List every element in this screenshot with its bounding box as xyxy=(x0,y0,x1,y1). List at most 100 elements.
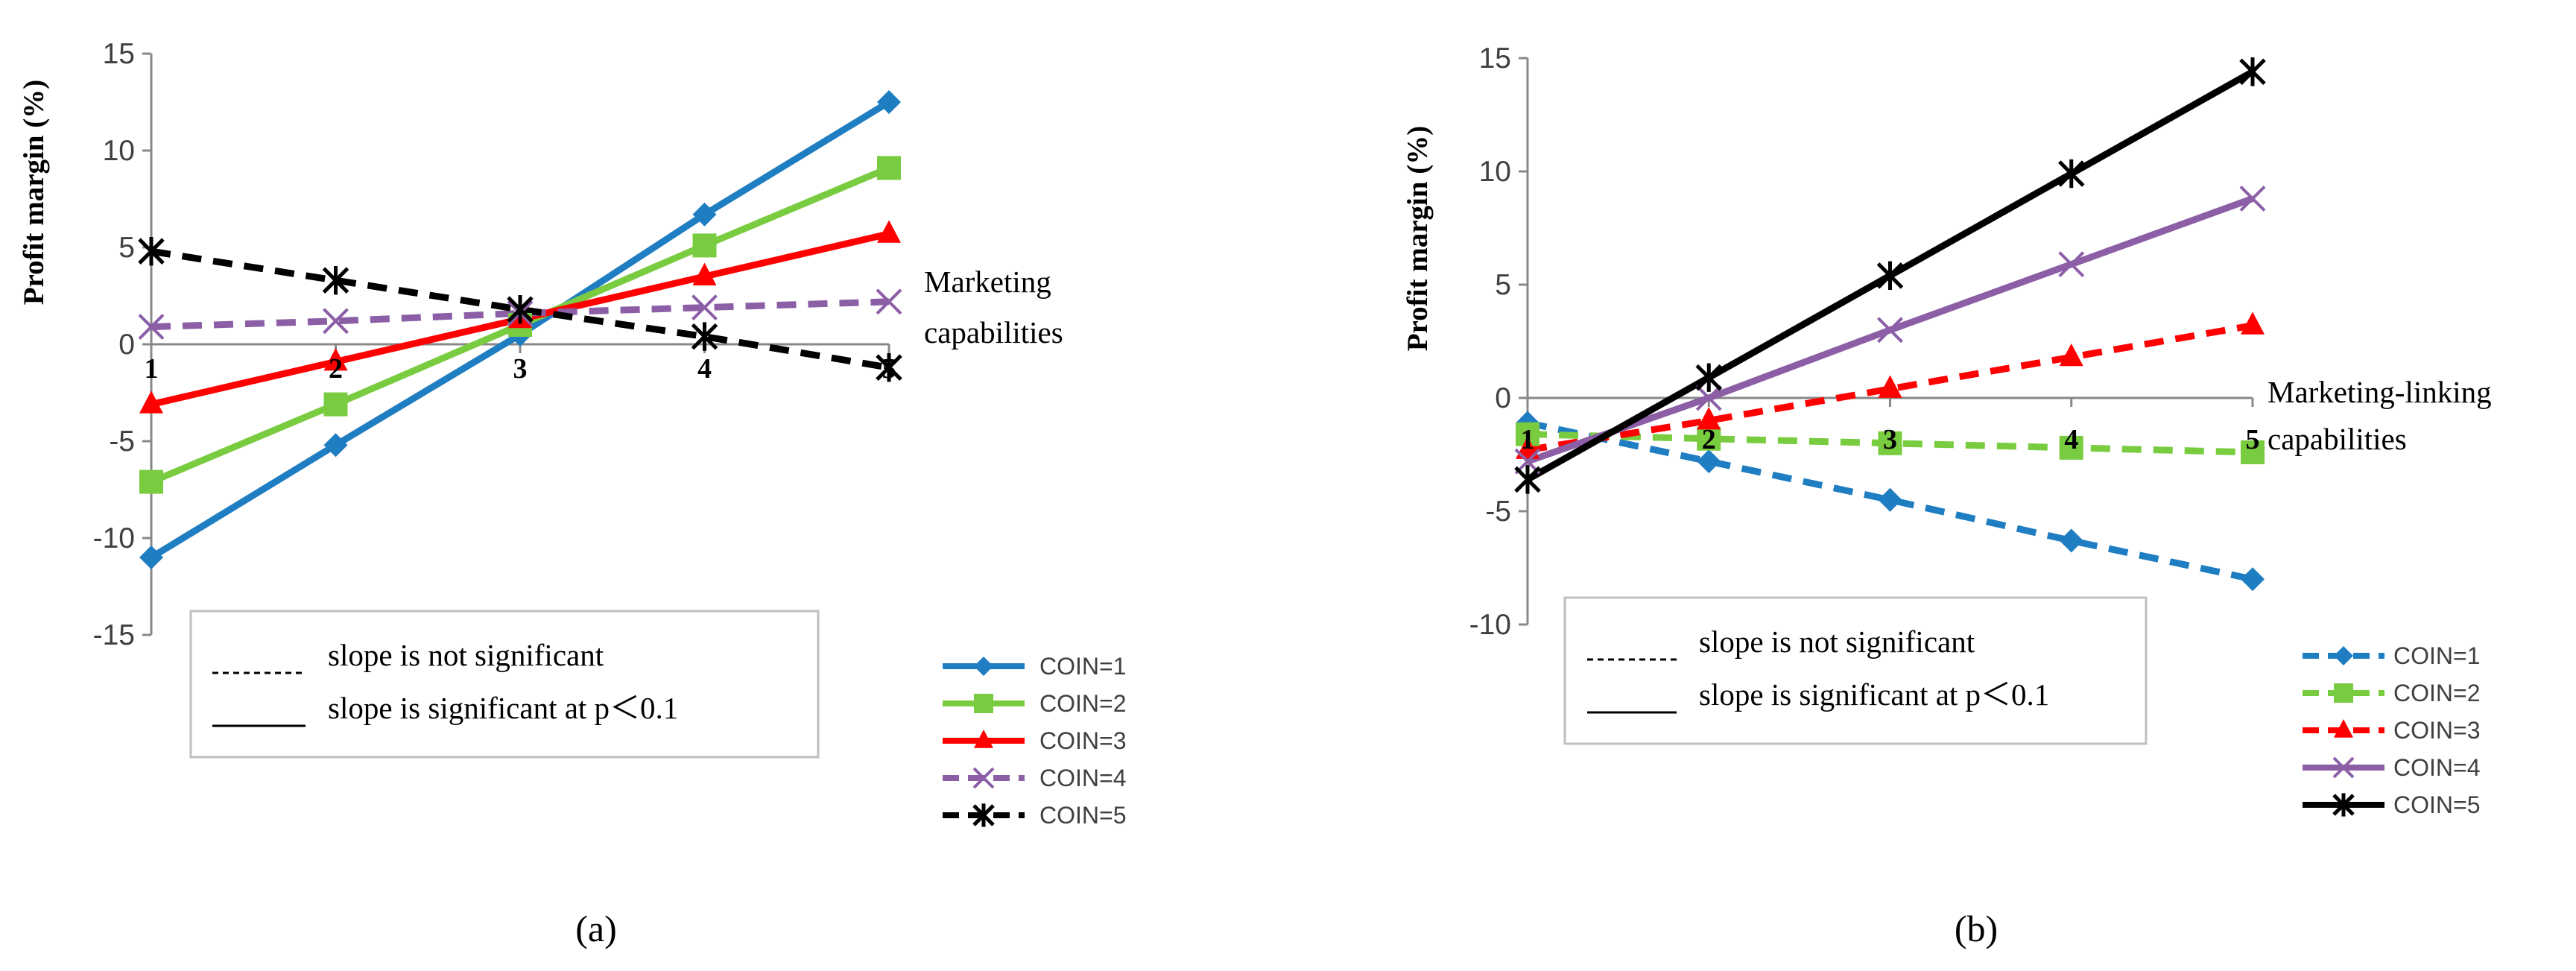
legend-marker xyxy=(974,694,993,713)
y-axis-label: Profit margin (%) xyxy=(1402,126,1434,352)
data-point xyxy=(2241,311,2265,335)
data-point xyxy=(139,390,163,414)
x-axis-label-line-2: capabilities xyxy=(924,315,1063,350)
data-point xyxy=(138,314,165,341)
significance-key: slope is not significant slope is signif… xyxy=(189,610,820,759)
data-point xyxy=(139,545,163,569)
x-tick-label: 3 xyxy=(513,353,528,385)
legend-marker xyxy=(2334,719,2353,738)
data-point xyxy=(2239,57,2266,86)
data-point xyxy=(323,348,348,371)
y-tick-label: 0 xyxy=(1495,382,1511,414)
legend-label: COIN=1 xyxy=(2393,642,2480,669)
y-axis-label: Profit margin (%) xyxy=(18,80,50,306)
legend-label: COIN=1 xyxy=(1039,653,1126,680)
data-point xyxy=(1878,375,1902,398)
data-point xyxy=(2059,343,2083,367)
x-tick-label: 1 xyxy=(1521,424,1535,455)
y-tick-label: 5 xyxy=(1495,269,1511,301)
legend-label: COIN=5 xyxy=(1039,802,1126,829)
panel-label: (a) xyxy=(575,908,617,949)
key-dashed-text: slope is not significant xyxy=(1699,624,1975,659)
data-point xyxy=(139,469,163,494)
data-point xyxy=(1878,487,1902,512)
data-point xyxy=(138,237,165,266)
legend-label: COIN=3 xyxy=(2393,717,2480,744)
x-tick-label: 2 xyxy=(329,353,343,385)
x-tick-label: 1 xyxy=(145,353,159,385)
x-tick-label: 4 xyxy=(2064,424,2078,455)
plot-area: 15 10 5 0 -5 -10 1 2 3 4 5 xyxy=(1469,42,2266,641)
y-tick-label: 10 xyxy=(103,135,135,167)
y-tick-label: 10 xyxy=(1479,156,1511,188)
legend-marker xyxy=(972,803,995,827)
data-point xyxy=(1878,431,1902,455)
data-point xyxy=(692,202,717,227)
data-point xyxy=(1876,261,1904,291)
data-point xyxy=(691,322,718,351)
data-point xyxy=(323,392,348,417)
x-tick-label: 5 xyxy=(2246,424,2260,455)
data-point xyxy=(2241,440,2265,464)
chart-b: Profit margin (%) Marketing-linking capa… xyxy=(1402,42,2492,949)
legend-label: COIN=4 xyxy=(1039,765,1126,791)
data-point xyxy=(2239,186,2266,212)
x-axis-label-line-1: Marketing-linking xyxy=(2268,375,2492,409)
y-tick-label: -15 xyxy=(93,619,135,651)
x-tick-label: 2 xyxy=(1702,424,1716,455)
key-solid-text: slope is significant at p＜0.1 xyxy=(328,691,678,725)
key-box xyxy=(1563,596,2148,745)
data-point xyxy=(1514,465,1541,494)
x-tick-label: 4 xyxy=(697,353,712,385)
plot-area: 15 10 5 0 -5 -10 -15 1 2 3 4 5 xyxy=(93,38,902,651)
y-tick-label: 15 xyxy=(1479,42,1511,75)
key-dashed-text: slope is not significant xyxy=(328,638,604,672)
data-point xyxy=(1877,317,1903,344)
legend-marker xyxy=(2332,793,2355,817)
legend-label: COIN=3 xyxy=(1039,727,1126,754)
data-point xyxy=(507,295,534,324)
data-point xyxy=(692,294,718,321)
y-tick-label: -10 xyxy=(1469,609,1511,641)
chart-a: Profit margin (%) Marketing capabilities… xyxy=(18,38,1126,949)
legend-label: COIN=5 xyxy=(2393,791,2480,818)
x-axis-label-line-1: Marketing xyxy=(924,265,1051,299)
data-point xyxy=(2241,567,2265,592)
legend-marker xyxy=(972,767,995,789)
significance-key: slope is not significant slope is signif… xyxy=(1563,596,2148,745)
y-tick-label: -10 xyxy=(93,522,135,554)
data-point xyxy=(877,220,901,243)
y-tick-label: 15 xyxy=(103,38,135,70)
y-tick-label: -5 xyxy=(1485,496,1511,528)
legend-label: COIN=2 xyxy=(1039,690,1126,717)
data-point xyxy=(1695,385,1722,411)
series-line xyxy=(1527,322,2253,454)
data-point xyxy=(1697,449,1721,474)
data-point xyxy=(877,156,901,180)
legend-marker xyxy=(974,730,993,748)
legend-label: COIN=4 xyxy=(2393,754,2480,781)
legend-label: COIN=2 xyxy=(2393,680,2480,706)
key-solid-text: slope is significant at p＜0.1 xyxy=(1699,677,2049,712)
data-point xyxy=(876,288,902,315)
legend: COIN=1 COIN=2 COIN=3 COIN=4 COIN=5 xyxy=(2303,642,2480,818)
data-point xyxy=(322,266,349,295)
x-tick-label: 5 xyxy=(882,353,896,385)
y-tick-label: -5 xyxy=(109,426,135,458)
data-point xyxy=(692,233,717,258)
data-point xyxy=(877,90,901,114)
data-point xyxy=(2057,159,2085,189)
key-box xyxy=(189,610,820,759)
y-tick-label: 0 xyxy=(118,329,135,361)
y-tick-label: 5 xyxy=(118,232,135,264)
data-point xyxy=(323,308,349,335)
data-point xyxy=(1695,363,1723,392)
x-axis-label-line-2: capabilities xyxy=(2268,422,2407,456)
data-point xyxy=(2059,528,2083,553)
legend: COIN=1 COIN=2 COIN=3 COIN=4 COIN=5 xyxy=(943,653,1126,829)
legend-marker xyxy=(2332,756,2355,779)
x-tick-label: 3 xyxy=(1883,424,1897,455)
legend-marker xyxy=(2334,646,2353,665)
data-point xyxy=(692,262,717,285)
